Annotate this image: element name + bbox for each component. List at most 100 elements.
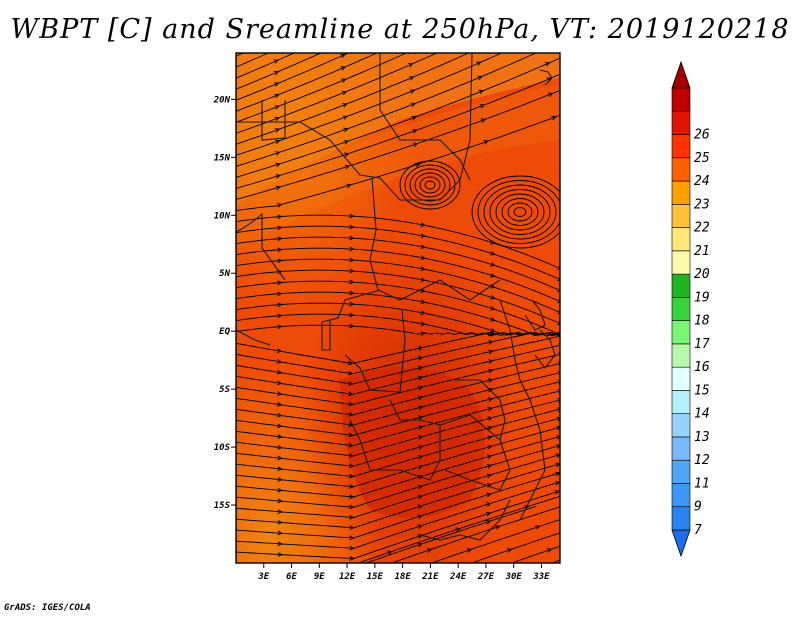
streamline-arrow [274,116,281,122]
streamline [550,559,560,563]
colorbar-level-label: 23 [694,197,710,212]
streamline-arrow [479,104,486,109]
colorbar-level-label: 20 [694,267,710,282]
streamline-arrow [490,294,496,300]
streamline-arrow [277,541,283,547]
streamline-arrow [387,550,393,555]
streamline-arrow [547,92,554,98]
streamline-arrow [274,105,280,110]
streamline [236,353,560,406]
streamline-arrow [488,331,494,337]
streamline [236,562,244,563]
streamline [236,53,378,112]
y-tick-label: 15N [214,153,231,163]
streamline-arrow [277,444,283,450]
streamline-arrow [546,548,553,553]
streamline [266,565,326,568]
streamline-arrow [276,203,283,208]
streamline-arrow [417,474,424,480]
streamline-arrow [506,548,513,553]
streamline-arrow [277,214,283,220]
colorbar-level-label: 18 [694,314,710,329]
streamline-arrow [340,54,346,59]
streamline-arrow [277,302,283,308]
colorbar-swatch [671,157,691,182]
colorbar-swatch [671,390,691,414]
streamline-arrow [466,548,473,553]
streamline-arrow [411,115,417,121]
vortex-ring [471,175,560,249]
streamline-arrow [488,349,494,355]
streamline-arrow [551,115,557,121]
colorbar-level-label: 14 [694,407,710,422]
streamline-arrow [417,494,424,500]
streamline-arrow [487,425,493,431]
vortex-ring [414,172,446,198]
streamline-arrow [273,48,277,52]
vortex-ring [477,180,560,244]
y-tick-label: 10S [214,443,231,453]
streamline-arrow [348,463,355,469]
streamline-arrow [418,385,424,391]
x-tick-label: 21E [421,572,439,582]
streamline-arrow [486,492,492,498]
vortex-ring [483,184,557,240]
streamline-arrow [417,346,424,351]
streamline-arrow [420,331,426,337]
colorbar-level-label: 9 [694,500,702,515]
streamline [236,381,560,436]
streamline-arrow [490,305,496,311]
y-tick-label: 10N [214,211,231,221]
streamline-arrow [420,277,426,282]
streamline-arrow [277,434,283,439]
vortex-ring [419,176,441,194]
x-tick-label: 27E [477,572,495,582]
x-tick-label: 9E [314,572,325,582]
streamline [236,344,560,395]
streamline-arrow [349,301,355,307]
streamline-arrow [275,162,281,168]
streamline [236,53,470,145]
streamline-arrow [277,402,283,407]
streamline-arrow [417,464,424,470]
streamlines [236,48,560,568]
streamline [236,463,560,529]
streamline [390,506,560,563]
streamline-arrow [417,355,424,361]
streamline-arrow [487,416,493,421]
streamline-arrow [277,236,283,242]
streamline-arrow [277,313,283,319]
streamline-arrow [277,552,283,557]
colorbar-level-label: 24 [694,174,710,189]
x-tick-label: 30E [505,572,523,582]
streamline [236,214,560,270]
streamline-arrow [487,435,493,440]
streamline-arrow [273,59,280,64]
streamline-arrow [420,233,426,238]
streamline-arrow [349,484,355,489]
streamline-arrow [349,235,355,241]
streamline-arrow [483,140,489,145]
streamline-arrow [475,48,479,52]
streamline-arrow [408,76,415,81]
streamline-arrow [417,484,424,490]
vortex-ring [507,202,533,222]
streamline-arrow [556,434,560,440]
streamline-arrow [346,183,352,189]
streamline-arrow [412,142,419,147]
streamline-arrow [349,224,355,230]
streamline-arrow [277,391,283,396]
streamline-arrow [277,291,283,297]
streamline-arrow [274,93,280,99]
streamline [236,490,560,559]
streamline-arrow [495,525,501,530]
streamline-arrow [277,247,283,253]
streamline-arrow [277,412,283,418]
streamline-arrow [490,261,496,267]
streamline-arrow [417,445,424,450]
streamline-arrow [349,494,355,500]
colorbar-swatch [671,297,691,321]
streamline-arrow [349,312,355,318]
streamline-arrow [417,524,424,529]
colorbar-swatch [671,483,691,508]
